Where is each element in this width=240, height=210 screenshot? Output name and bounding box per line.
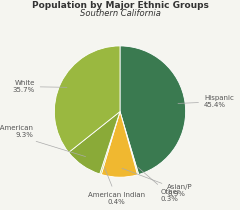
Text: Hispanic
45.4%: Hispanic 45.4% [178, 95, 234, 108]
Text: Other
0.3%: Other 0.3% [138, 167, 180, 202]
Wedge shape [54, 46, 120, 152]
Text: American Indian
0.4%: American Indian 0.4% [88, 167, 145, 205]
Wedge shape [120, 112, 139, 175]
Text: White
35.7%: White 35.7% [12, 80, 67, 93]
Wedge shape [100, 112, 120, 175]
Text: Asian/P
8.9%: Asian/P 8.9% [122, 168, 193, 197]
Text: Population by Major Ethnic Groups: Population by Major Ethnic Groups [32, 1, 208, 10]
Wedge shape [101, 112, 138, 177]
Wedge shape [69, 112, 120, 174]
Text: African American
9.3%: African American 9.3% [0, 125, 85, 157]
Text: Southern California: Southern California [80, 9, 160, 18]
Wedge shape [120, 46, 186, 175]
